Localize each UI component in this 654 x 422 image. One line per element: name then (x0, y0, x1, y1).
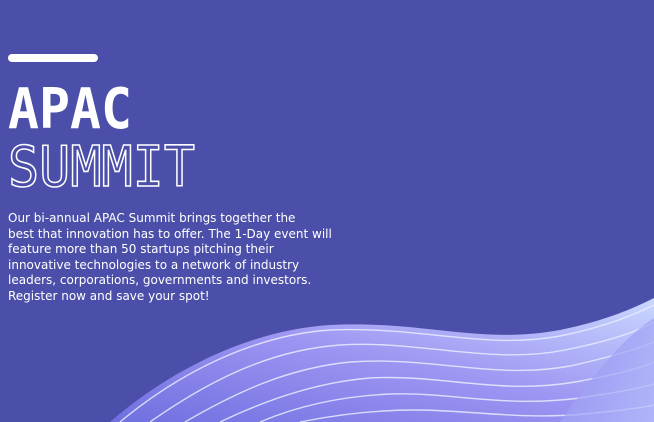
accent-bar (8, 54, 98, 62)
description-line: leaders, corporations, governments and i… (8, 273, 312, 288)
description-line: best that innovation has to offer. The 1… (8, 226, 332, 241)
title-line-outline: SUMMIT (8, 135, 195, 195)
description-line: Register now and save your spot! (8, 288, 210, 303)
title-line: APAC (8, 80, 132, 142)
description-line: innovative technologies to a network of … (8, 257, 300, 272)
description-line: Our bi-annual APAC Summit brings togethe… (8, 211, 296, 225)
title: APAC SUMMIT (7, 80, 196, 195)
description: Our bi-annual APAC Summit brings togethe… (8, 211, 332, 305)
description-line: feature more than 50 startups pitching t… (8, 242, 274, 257)
